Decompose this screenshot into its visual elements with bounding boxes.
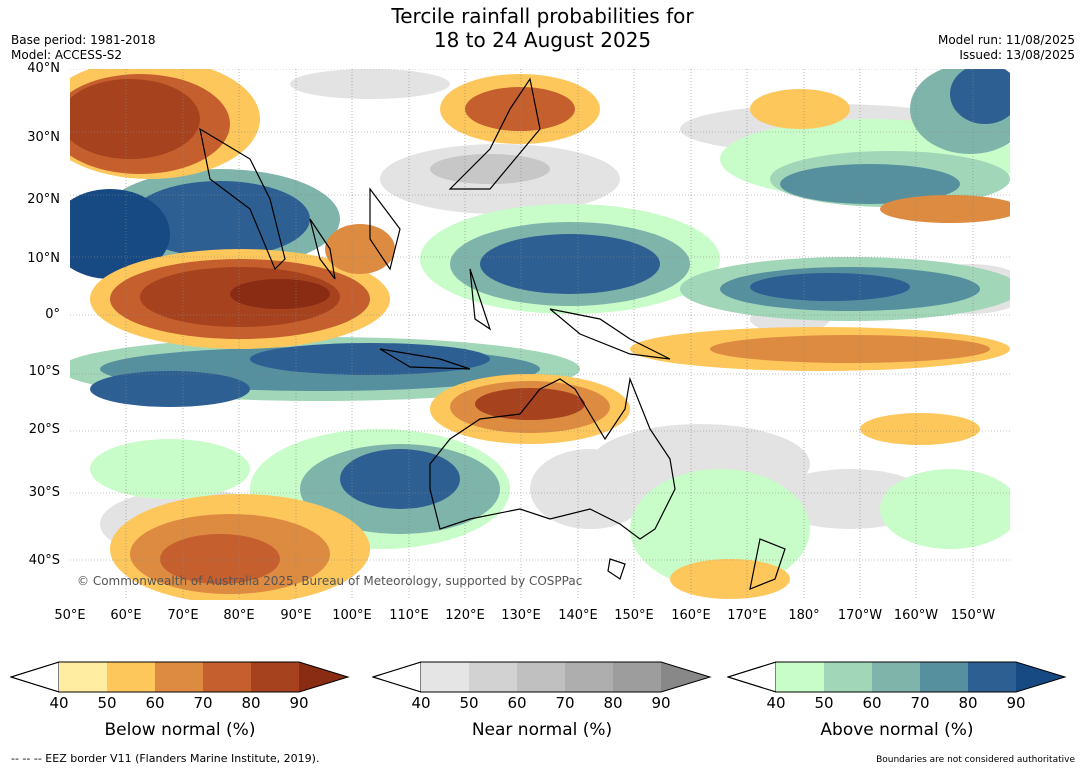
colorbar-below-tick-90: 90 <box>289 694 309 712</box>
colorbar-near-normal: 40 50 60 70 80 90 Near normal (%) <box>372 660 712 740</box>
colorbar-below-swatch-5 <box>251 662 299 692</box>
colorbar-above-swatches <box>727 661 1067 693</box>
colorbar-above-tick-40: 40 <box>766 694 786 712</box>
colorbar-above-tick-80: 80 <box>958 694 978 712</box>
probability-map[interactable]: © Commonwealth of Australia 2025, Bureau… <box>70 69 1010 600</box>
colorbar-near-tick-40: 40 <box>411 694 431 712</box>
colorbar-below-swatch-1 <box>59 662 107 692</box>
title-line-2: 18 to 24 August 2025 <box>433 28 652 52</box>
lat-label-40s: 40°S <box>28 553 60 568</box>
colorbar-below-swatch-6 <box>299 662 348 692</box>
lon-label-170w: 170°W <box>837 608 883 623</box>
colorbar-above-normal: 40 50 60 70 80 90 Above normal (%) <box>727 660 1067 740</box>
lat-label-30s: 30°S <box>28 485 60 500</box>
colorbar-below-normal: 40 50 60 70 80 90 Below normal (%) <box>10 660 350 740</box>
colorbar-above-swatch-6 <box>1016 662 1065 692</box>
graticule <box>70 69 1010 600</box>
lat-label-10n: 10°N <box>27 251 60 266</box>
colorbar-near-swatch-1 <box>421 662 469 692</box>
lon-label-160e: 160°E <box>671 608 711 623</box>
lon-label-110e: 110°E <box>389 608 429 623</box>
lat-label-20s: 20°S <box>28 422 60 437</box>
colorbar-below-swatch-4 <box>203 662 251 692</box>
colorbar-below-swatch-2 <box>107 662 155 692</box>
colorbar-above-swatch-2 <box>824 662 872 692</box>
colorbar-near-swatch-4 <box>565 662 613 692</box>
colorbar-below-tick-50: 50 <box>97 694 117 712</box>
boundary-disclaimer: Boundaries are not considered authoritat… <box>876 755 1075 765</box>
colorbar-above-swatch-3 <box>872 662 920 692</box>
colorbar-below-swatch-3 <box>155 662 203 692</box>
eez-border-note: -- -- -- EEZ border V11 (Flanders Marine… <box>11 752 320 765</box>
lon-label-50e: 50°E <box>54 608 86 623</box>
lat-label-30n: 30°N <box>27 130 60 145</box>
below-normal-areas <box>70 69 1010 600</box>
base-period: Base period: 1981-2018 <box>11 33 156 47</box>
colorbar-above-tick-50: 50 <box>814 694 834 712</box>
copyright-text: © Commonwealth of Australia 2025, Bureau… <box>77 574 582 588</box>
colorbar-below-tick-80: 80 <box>241 694 261 712</box>
meta-right: Model run: 11/08/2025 Issued: 13/08/2025 <box>938 33 1075 63</box>
colorbar-near-tick-50: 50 <box>459 694 479 712</box>
colorbar-below-tick-70: 70 <box>193 694 213 712</box>
colorbar-near-swatch-3 <box>517 662 565 692</box>
colorbar-above-tick-70: 70 <box>910 694 930 712</box>
colorbar-below-tick-40: 40 <box>49 694 69 712</box>
colorbar-above-swatch-1 <box>776 662 824 692</box>
page-title: Tercile rainfall probabilities for 18 to… <box>0 4 1085 52</box>
lon-label-160w: 160°W <box>893 608 939 623</box>
lat-label-40n: 40°N <box>27 61 60 76</box>
lat-label-10s: 10°S <box>28 364 60 379</box>
lat-label-20n: 20°N <box>27 192 60 207</box>
lon-label-100e: 100°E <box>332 608 372 623</box>
colorbar-above-title: Above normal (%) <box>820 720 974 740</box>
lon-label-150w: 150°W <box>950 608 996 623</box>
lon-label-120e: 120°E <box>445 608 485 623</box>
lon-label-70e: 70°E <box>167 608 199 623</box>
colorbar-above-swatch-5 <box>968 662 1016 692</box>
colorbar-below-title: Below normal (%) <box>104 720 256 740</box>
title-line-1: Tercile rainfall probabilities for <box>391 4 694 28</box>
colorbar-near-swatch-6 <box>661 662 710 692</box>
coastlines <box>199 77 786 590</box>
colorbar-near-swatches <box>372 661 712 693</box>
colorbar-above-tick-60: 60 <box>862 694 882 712</box>
lon-label-60e: 60°E <box>110 608 142 623</box>
lon-label-170e: 170°E <box>727 608 767 623</box>
colorbar-near-swatch-5 <box>613 662 661 692</box>
issued-date: Issued: 13/08/2025 <box>959 48 1075 62</box>
colorbar-above-swatch-4 <box>920 662 968 692</box>
colorbar-near-tick-60: 60 <box>507 694 527 712</box>
colorbar-near-title: Near normal (%) <box>471 720 613 740</box>
model-name: Model: ACCESS-S2 <box>11 48 123 62</box>
colorbar-below-swatches <box>10 661 350 693</box>
colorbar-near-swatch-2 <box>469 662 517 692</box>
lon-label-130e: 130°E <box>501 608 541 623</box>
model-run: Model run: 11/08/2025 <box>937 33 1075 47</box>
lon-label-80e: 80°E <box>223 608 255 623</box>
lon-label-90e: 90°E <box>280 608 312 623</box>
lat-label-0: 0° <box>45 307 60 322</box>
meta-left: Base period: 1981-2018 Model: ACCESS-S2 <box>11 33 156 63</box>
lon-label-180: 180° <box>788 608 820 623</box>
colorbar-below-tick-60: 60 <box>145 694 165 712</box>
lon-label-140e: 140°E <box>558 608 598 623</box>
colorbar-near-tick-70: 70 <box>555 694 575 712</box>
lon-label-150e: 150°E <box>614 608 654 623</box>
colorbar-above-tick-90: 90 <box>1006 694 1026 712</box>
colorbar-near-tick-90: 90 <box>651 694 671 712</box>
colorbar-near-tick-80: 80 <box>603 694 623 712</box>
above-normal-areas <box>70 69 1010 589</box>
